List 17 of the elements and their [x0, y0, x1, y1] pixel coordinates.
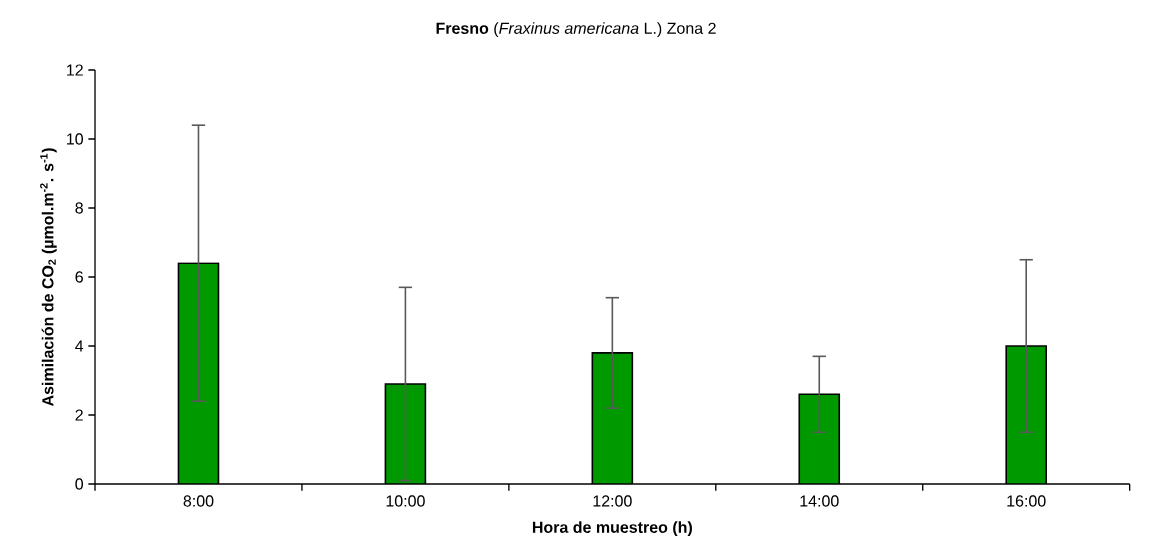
x-tick-label: 14:00	[800, 495, 839, 507]
y-tick-label: 2	[75, 409, 83, 421]
bar	[799, 394, 840, 484]
y-tick-label: 0	[75, 478, 84, 490]
x-tick-label: 16:00	[1007, 495, 1046, 507]
x-tick-label: 12:00	[593, 495, 632, 507]
bar	[592, 352, 633, 484]
y-axis-title: Asimilación de CO$_{2}$ (µmol.m$^{-2}$. s$^{-1}$)	[40, 148, 57, 407]
y-tick-label: 12	[67, 64, 83, 76]
y-tick-label: 8	[75, 202, 83, 214]
x-axis-title: Hora de muestreo (h)	[532, 521, 692, 537]
y-tick-label: 4	[75, 340, 84, 352]
y-tick-label: 6	[75, 271, 83, 283]
chart-title: Fresno (Fraxinus americana L.) Zona 2	[436, 22, 716, 38]
x-tick-label: 10:00	[386, 495, 425, 507]
y-tick-label: 10	[67, 133, 84, 145]
x-tick-label: 8:00	[183, 495, 214, 507]
